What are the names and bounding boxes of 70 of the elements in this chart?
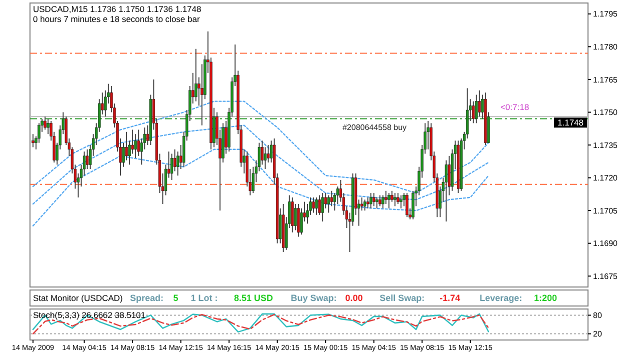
y-tick-label: 80 bbox=[593, 311, 602, 320]
text: Leverage: bbox=[480, 293, 522, 304]
y-tick-label: 1.1750 bbox=[593, 108, 618, 118]
text: -1.74 bbox=[440, 293, 460, 304]
candlestick bbox=[44, 116, 46, 130]
y-tick-label: 1.1720 bbox=[593, 174, 618, 183]
ref-line-label: 1.1748 bbox=[558, 118, 584, 128]
candlestick bbox=[315, 196, 318, 216]
y-tick-label: 1.1765 bbox=[593, 75, 618, 84]
chart-title: USDCAD,M15 1.1736 1.1750 1.1736 1.1748 bbox=[33, 4, 202, 14]
text: 5 bbox=[173, 293, 178, 304]
candlestick bbox=[266, 144, 270, 163]
candlestick bbox=[360, 196, 364, 212]
candlestick bbox=[406, 192, 408, 218]
annotation: <0:7:18 bbox=[500, 102, 530, 112]
line-series bbox=[32, 148, 490, 226]
candlestick bbox=[260, 140, 264, 166]
text: 0.00 bbox=[345, 293, 363, 304]
candlestick bbox=[324, 192, 327, 209]
candlestick bbox=[312, 196, 315, 214]
candlestick bbox=[378, 194, 382, 207]
line-series bbox=[32, 100, 490, 194]
text: 0 hours 7 minutes e 18 seconds to close bar bbox=[33, 14, 200, 24]
candlestick bbox=[388, 192, 390, 209]
candlestick bbox=[131, 129, 134, 154]
text: 1:200 bbox=[534, 293, 558, 304]
candlestick bbox=[400, 194, 402, 209]
candlestick bbox=[376, 196, 378, 209]
text: 1 Lot : bbox=[190, 293, 218, 304]
candlestick bbox=[200, 64, 204, 126]
candlestick bbox=[372, 192, 376, 207]
candlestick bbox=[294, 203, 297, 231]
y-tick-label: 1.1795 bbox=[593, 10, 618, 19]
candlestick bbox=[444, 160, 448, 222]
candlestick bbox=[396, 192, 400, 204]
text: 8.51 USD bbox=[234, 293, 274, 304]
candlestick bbox=[472, 100, 475, 124]
text: Stat Monitor (USDCAD) bbox=[33, 292, 123, 303]
candlestick bbox=[330, 190, 333, 207]
text: Sell Swap: bbox=[380, 293, 425, 304]
candlestick bbox=[390, 190, 394, 202]
candlestick bbox=[382, 194, 384, 209]
candlestick bbox=[170, 153, 174, 180]
line-series bbox=[32, 124, 490, 205]
y-tick-label: 1.1675 bbox=[593, 272, 618, 281]
candlestick bbox=[363, 199, 366, 212]
candlestick bbox=[369, 192, 372, 209]
candlestick bbox=[194, 48, 198, 102]
y-tick-label: 1.1780 bbox=[593, 42, 618, 52]
candlestick bbox=[264, 146, 267, 170]
candlestick bbox=[321, 192, 324, 222]
y-tick-label: 1.1690 bbox=[593, 239, 618, 248]
candlestick bbox=[86, 148, 89, 170]
text: Spread: bbox=[130, 293, 164, 304]
candlestick bbox=[125, 131, 128, 161]
candlestick bbox=[366, 196, 370, 209]
candlestick bbox=[394, 192, 396, 207]
chart-title: Stoch(5,3,3) 26.6662 38.5101 bbox=[33, 310, 146, 320]
candlestick bbox=[134, 134, 137, 159]
candlestick bbox=[384, 190, 388, 204]
candlestick bbox=[318, 194, 321, 216]
candlestick bbox=[478, 90, 481, 118]
y-tick-label: 1.1705 bbox=[593, 206, 618, 216]
y-tick-label: 1.1735 bbox=[593, 140, 618, 150]
candlestick bbox=[32, 134, 34, 148]
ref-line-label: #2080644558 buy bbox=[342, 122, 407, 132]
candlestick bbox=[173, 148, 176, 172]
y-tick-label: 20 bbox=[593, 330, 602, 339]
candlestick bbox=[327, 194, 330, 214]
text: Buy Swap: bbox=[290, 293, 337, 304]
